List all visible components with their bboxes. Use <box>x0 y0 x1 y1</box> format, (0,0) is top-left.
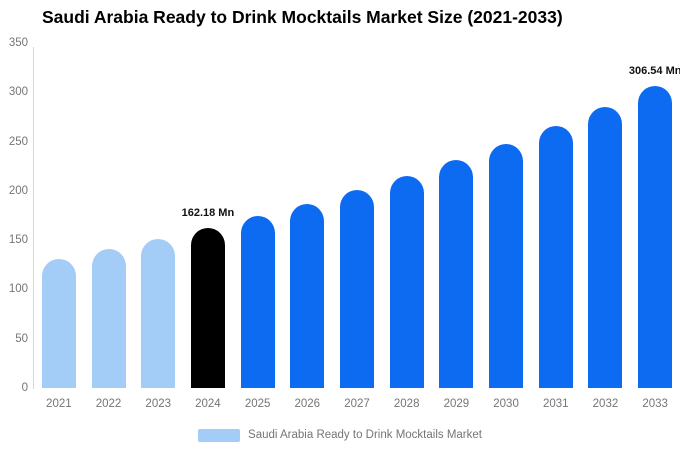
x-axis-label-2022: 2022 <box>95 398 122 410</box>
x-axis-label-2026: 2026 <box>294 398 321 410</box>
bar-2033[interactable] <box>638 85 673 388</box>
x-axis-label-2033: 2033 <box>642 398 668 410</box>
y-axis-label-200: 200 <box>8 184 28 197</box>
legend-swatch <box>198 428 241 442</box>
x-axis-label-2028: 2028 <box>393 398 420 410</box>
bar-2022[interactable] <box>91 249 126 388</box>
bar-2029[interactable] <box>439 160 474 388</box>
y-axis-label-250: 250 <box>8 135 28 148</box>
bar-2024[interactable] <box>190 228 225 388</box>
bar-2021[interactable] <box>41 258 76 388</box>
bar-2027[interactable] <box>340 190 374 388</box>
x-axis-label-2030: 2030 <box>493 398 519 410</box>
y-axis-label-100: 100 <box>8 283 28 296</box>
x-axis-label-2031: 2031 <box>542 398 569 410</box>
bar-2030[interactable] <box>489 143 524 388</box>
y-axis-label-150: 150 <box>8 234 28 247</box>
x-axis-label-2021: 2021 <box>46 398 72 410</box>
y-axis-label-0: 0 <box>21 382 28 394</box>
bar-2023[interactable] <box>141 239 176 388</box>
bar-2032[interactable] <box>588 106 623 388</box>
y-axis-label-50: 50 <box>15 332 28 345</box>
bar-2026[interactable] <box>290 203 325 388</box>
x-axis-label-2027: 2027 <box>344 398 370 410</box>
bar-2031[interactable] <box>538 125 573 388</box>
bar-2028[interactable] <box>389 175 424 388</box>
y-axis-label-350: 350 <box>8 37 28 49</box>
y-axis-line <box>33 47 34 389</box>
chart-title: Saudi Arabia Ready to Drink Mocktails Ma… <box>42 7 563 27</box>
bar-value-label-2024: 162.18 Mn <box>181 207 235 220</box>
bar-value-label-2033: 306.54 Mn <box>628 64 680 77</box>
bar-2025[interactable] <box>240 216 275 388</box>
legend-label: Saudi Arabia Ready to Drink Mocktails Ma… <box>248 429 482 441</box>
x-axis-label-2025: 2025 <box>244 398 271 410</box>
x-axis-label-2029: 2029 <box>443 398 470 410</box>
x-axis-label-2024: 2024 <box>195 398 221 410</box>
plot-area: 162.18 Mn 306.54 Mn <box>34 43 680 388</box>
x-axis-label-2032: 2032 <box>592 398 619 410</box>
legend[interactable]: Saudi Arabia Ready to Drink Mocktails Ma… <box>0 426 680 444</box>
x-axis-label-2023: 2023 <box>145 398 172 410</box>
y-axis-label-300: 300 <box>8 86 28 99</box>
